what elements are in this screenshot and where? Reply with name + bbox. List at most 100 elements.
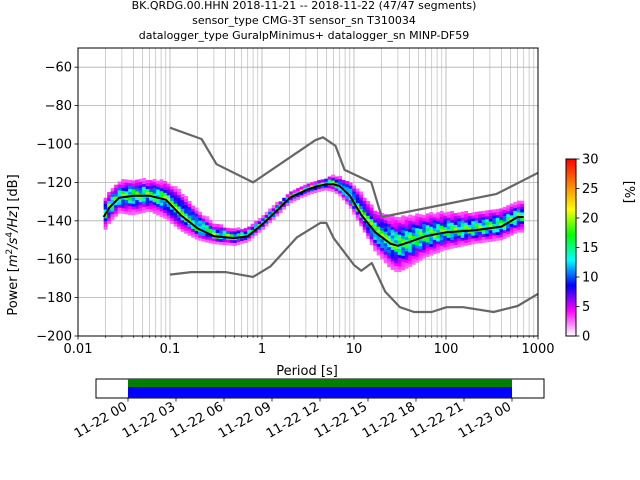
density-cell <box>429 243 434 247</box>
density-cell <box>366 224 371 228</box>
density-cell <box>436 241 441 245</box>
density-cell <box>110 211 115 215</box>
density-cell <box>152 190 157 194</box>
density-cell <box>236 241 241 245</box>
density-cell <box>429 232 434 236</box>
density-cell <box>415 213 420 217</box>
density-cell <box>387 223 392 227</box>
density-cell <box>334 179 339 183</box>
density-cell <box>383 245 388 249</box>
density-cell <box>156 186 160 190</box>
density-cell <box>142 198 146 202</box>
density-cell <box>516 217 521 222</box>
density-cell <box>359 191 364 195</box>
density-cell <box>373 216 378 220</box>
density-cell <box>397 231 402 235</box>
density-cell <box>401 232 406 236</box>
density-cell <box>387 238 392 242</box>
density-cell <box>205 224 209 229</box>
density-cell <box>226 230 230 234</box>
density-cell <box>502 227 507 231</box>
density-cell <box>425 219 430 223</box>
density-cell <box>499 217 504 221</box>
density-cell <box>205 236 209 240</box>
density-cell <box>103 200 108 204</box>
density-cell <box>366 209 371 213</box>
density-cell <box>177 226 181 230</box>
density-cell <box>408 217 413 221</box>
density-cell <box>138 201 143 206</box>
density-cell <box>306 189 311 193</box>
density-cell <box>453 224 458 228</box>
density-cell <box>107 197 111 201</box>
density-cell <box>103 215 108 219</box>
y-axis-label: Power [m2/s4/Hz] [dB] <box>5 174 21 315</box>
density-cell <box>163 206 167 211</box>
density-cell <box>464 239 469 243</box>
density-cell <box>520 212 525 216</box>
density-cell <box>429 223 434 227</box>
density-cell <box>170 217 174 222</box>
density-cell <box>338 178 343 182</box>
density-cell <box>191 228 195 232</box>
density-cell <box>506 213 511 218</box>
density-cell <box>208 240 213 244</box>
density-cell <box>103 203 108 207</box>
density-cell <box>264 223 269 227</box>
density-cell <box>159 179 164 183</box>
density-cell <box>478 225 483 229</box>
density-cell <box>278 209 283 214</box>
median-line <box>102 183 524 247</box>
density-cell <box>166 218 171 222</box>
density-cell <box>390 232 395 236</box>
density-cell <box>212 240 216 245</box>
density-cell <box>488 209 493 214</box>
density-cell <box>467 224 472 228</box>
density-cell <box>422 252 427 256</box>
density-cell <box>439 219 444 223</box>
density-cell <box>163 204 167 208</box>
density-cell <box>401 221 406 225</box>
density-cell <box>156 206 160 210</box>
density-cell <box>348 205 353 209</box>
density-cell <box>117 187 122 191</box>
density-cell <box>436 243 441 248</box>
density-cell <box>408 234 413 239</box>
density-cell <box>418 243 423 247</box>
density-cell <box>247 235 251 239</box>
density-cell <box>341 185 346 189</box>
density-cell <box>506 225 511 229</box>
density-cell <box>208 219 213 224</box>
density-cell <box>422 220 427 224</box>
density-cell <box>502 229 507 234</box>
density-cell <box>373 225 378 229</box>
density-cell <box>446 211 451 215</box>
density-cell <box>114 204 118 209</box>
density-cell <box>443 221 448 225</box>
density-cell <box>191 231 195 235</box>
density-cell <box>128 205 132 210</box>
density-cell <box>411 252 416 257</box>
density-cell <box>362 212 367 216</box>
density-cell <box>317 185 321 190</box>
density-cell <box>432 222 437 226</box>
density-cell <box>317 180 321 184</box>
density-cell <box>495 217 500 221</box>
density-cell <box>439 234 444 238</box>
density-cell <box>135 196 139 201</box>
density-cell <box>219 241 223 245</box>
density-cell <box>436 218 441 222</box>
density-cell <box>390 240 395 245</box>
density-cell <box>313 189 318 193</box>
density-cell <box>289 197 293 201</box>
density-cell <box>369 210 374 214</box>
density-cell <box>415 253 420 257</box>
density-cell <box>320 188 325 192</box>
density-cell <box>453 215 458 220</box>
density-cell <box>422 246 427 250</box>
density-cell <box>390 229 395 233</box>
density-cell <box>380 218 385 222</box>
density-cell <box>198 214 202 218</box>
density-cell <box>474 231 479 236</box>
density-cell <box>138 190 143 194</box>
